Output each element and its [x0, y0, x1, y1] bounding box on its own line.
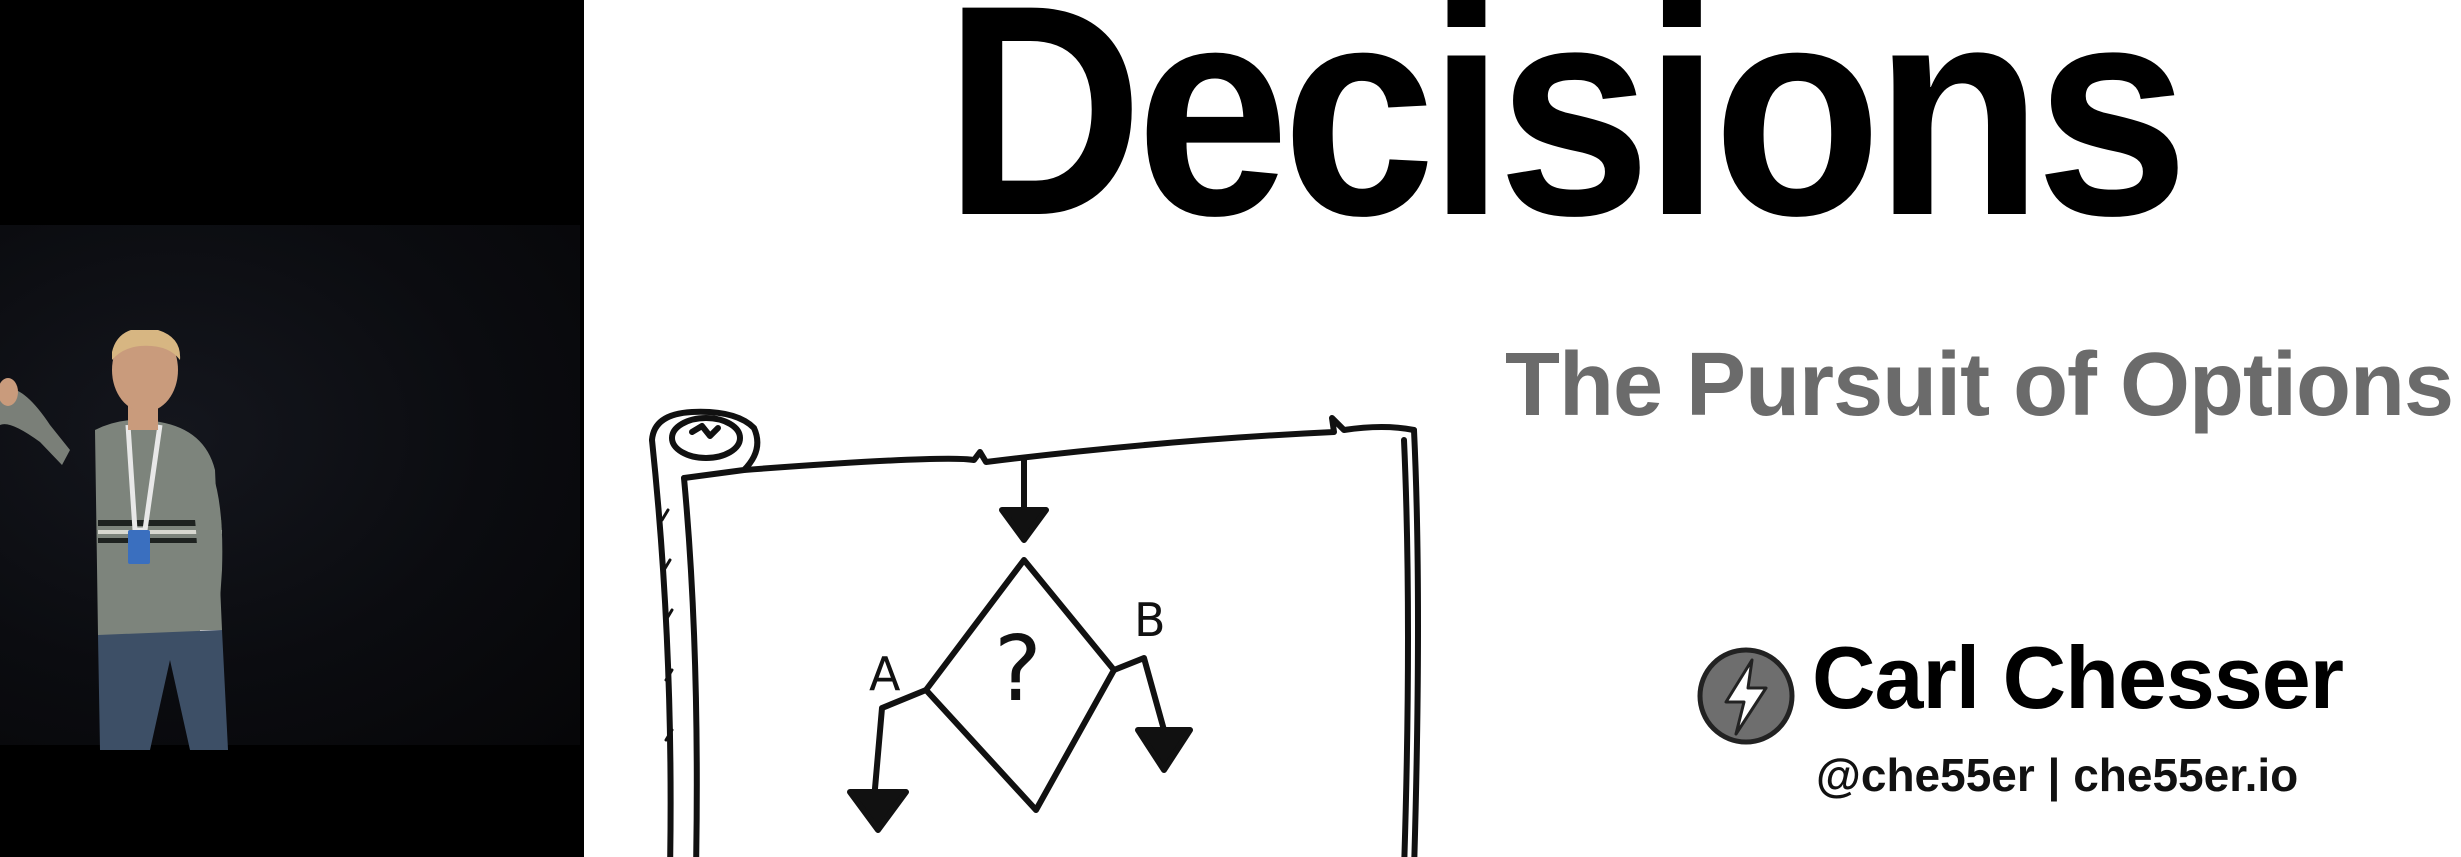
presentation-slide: Decisions The Pursuit of Options: [584, 0, 2461, 857]
presenter-name: Carl Chesser: [1812, 628, 2344, 727]
presenter-info: Carl Chesser @che55er | che55er.io: [1696, 634, 2456, 820]
branch-b-label: B: [1134, 593, 1166, 647]
speaker-video: [0, 0, 584, 857]
branch-a-label: A: [869, 647, 901, 701]
presenter-handle: @che55er | che55er.io: [1816, 749, 2299, 801]
decision-symbol: ?: [994, 617, 1042, 722]
slide-title: Decisions: [944, 0, 2189, 278]
slide-subtitle: The Pursuit of Options: [1505, 335, 2454, 435]
decision-scroll-drawing-icon: ? A B: [649, 408, 1421, 857]
lightning-bolt-icon: [1697, 647, 1795, 745]
speaker-figure: [0, 330, 228, 750]
